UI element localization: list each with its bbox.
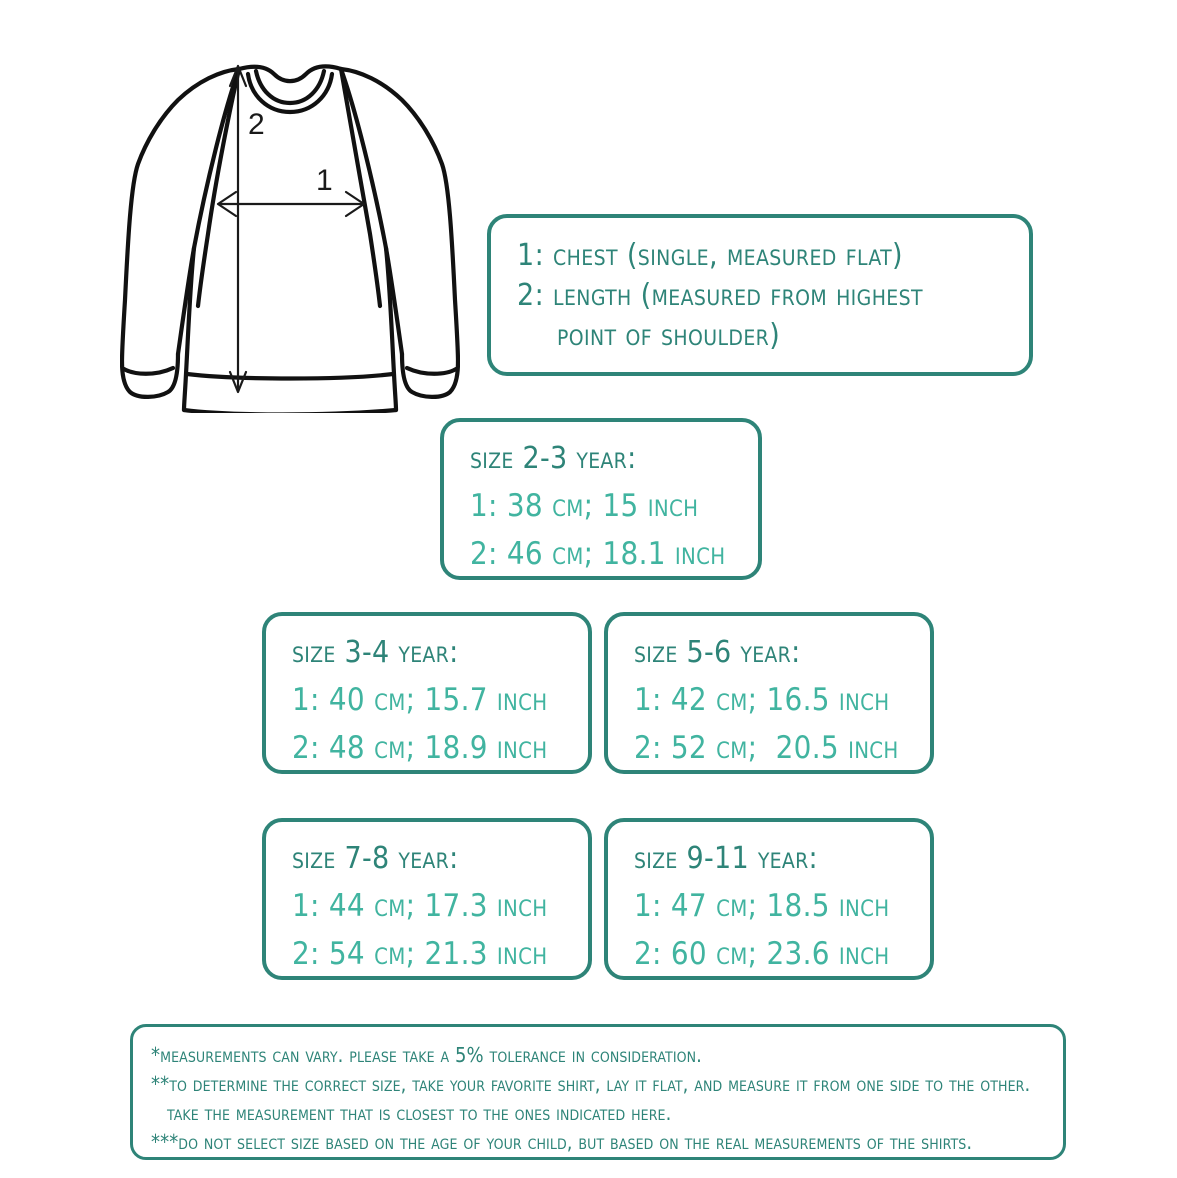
size-box-9-11-year: Size 9-11 year: 1: 47 cm; 18.5 inch 2: 6…	[604, 818, 934, 980]
size-box-length: 2: 48 cm; 18.9 inch	[292, 730, 548, 766]
marker-label-1: 1	[316, 164, 333, 197]
size-box-length: 2: 54 cm; 21.3 inch	[292, 936, 548, 972]
size-box-length: 2: 52 cm; 20.5 inch	[634, 730, 899, 766]
size-box-chest: 1: 42 cm; 16.5 inch	[634, 682, 890, 718]
size-box-title: Size 7-8 year:	[292, 841, 459, 876]
legend-line-length: 2: length (measured from highest	[517, 278, 923, 313]
shirt-diagram: 2 1	[120, 38, 460, 413]
size-box-length: 2: 46 cm; 18.1 inch	[470, 536, 726, 572]
footnote-2-cont: Take the measurement that is closest to …	[167, 1101, 672, 1125]
size-box-chest: 1: 40 cm; 15.7 inch	[292, 682, 548, 718]
size-box-title: Size 9-11 year:	[634, 841, 818, 876]
legend-line-chest: 1: Chest (single, measured flat)	[517, 238, 903, 273]
footnotes-box: *Measurements can vary. Please take a 5%…	[130, 1024, 1066, 1160]
size-box-title: Size 3-4 year:	[292, 635, 459, 670]
footnote-2: **To determine the correct size, take yo…	[151, 1072, 1031, 1096]
size-box-chest: 1: 38 cm; 15 inch	[470, 488, 699, 524]
size-box-chest: 1: 44 cm; 17.3 inch	[292, 888, 548, 924]
size-box-title: Size 2-3 year:	[470, 441, 637, 476]
footnote-1: *Measurements can vary. Please take a 5%…	[151, 1043, 702, 1067]
measurement-legend-box: 1: Chest (single, measured flat) 2: leng…	[487, 214, 1033, 376]
footnote-3: ***Do not select size based on the age o…	[151, 1130, 973, 1154]
size-box-7-8-year: Size 7-8 year: 1: 44 cm; 17.3 inch 2: 54…	[262, 818, 592, 980]
size-box-3-4-year: Size 3-4 year: 1: 40 cm; 15.7 inch 2: 48…	[262, 612, 592, 774]
size-box-title: Size 5-6 year:	[634, 635, 801, 670]
size-box-2-3-year: Size 2-3 year: 1: 38 cm; 15 inch 2: 46 c…	[440, 418, 762, 580]
legend-line-length-cont: point of shoulder)	[557, 318, 781, 353]
marker-label-2: 2	[248, 108, 265, 141]
size-box-5-6-year: Size 5-6 year: 1: 42 cm; 16.5 inch 2: 52…	[604, 612, 934, 774]
size-box-chest: 1: 47 cm; 18.5 inch	[634, 888, 890, 924]
size-box-length: 2: 60 cm; 23.6 inch	[634, 936, 890, 972]
